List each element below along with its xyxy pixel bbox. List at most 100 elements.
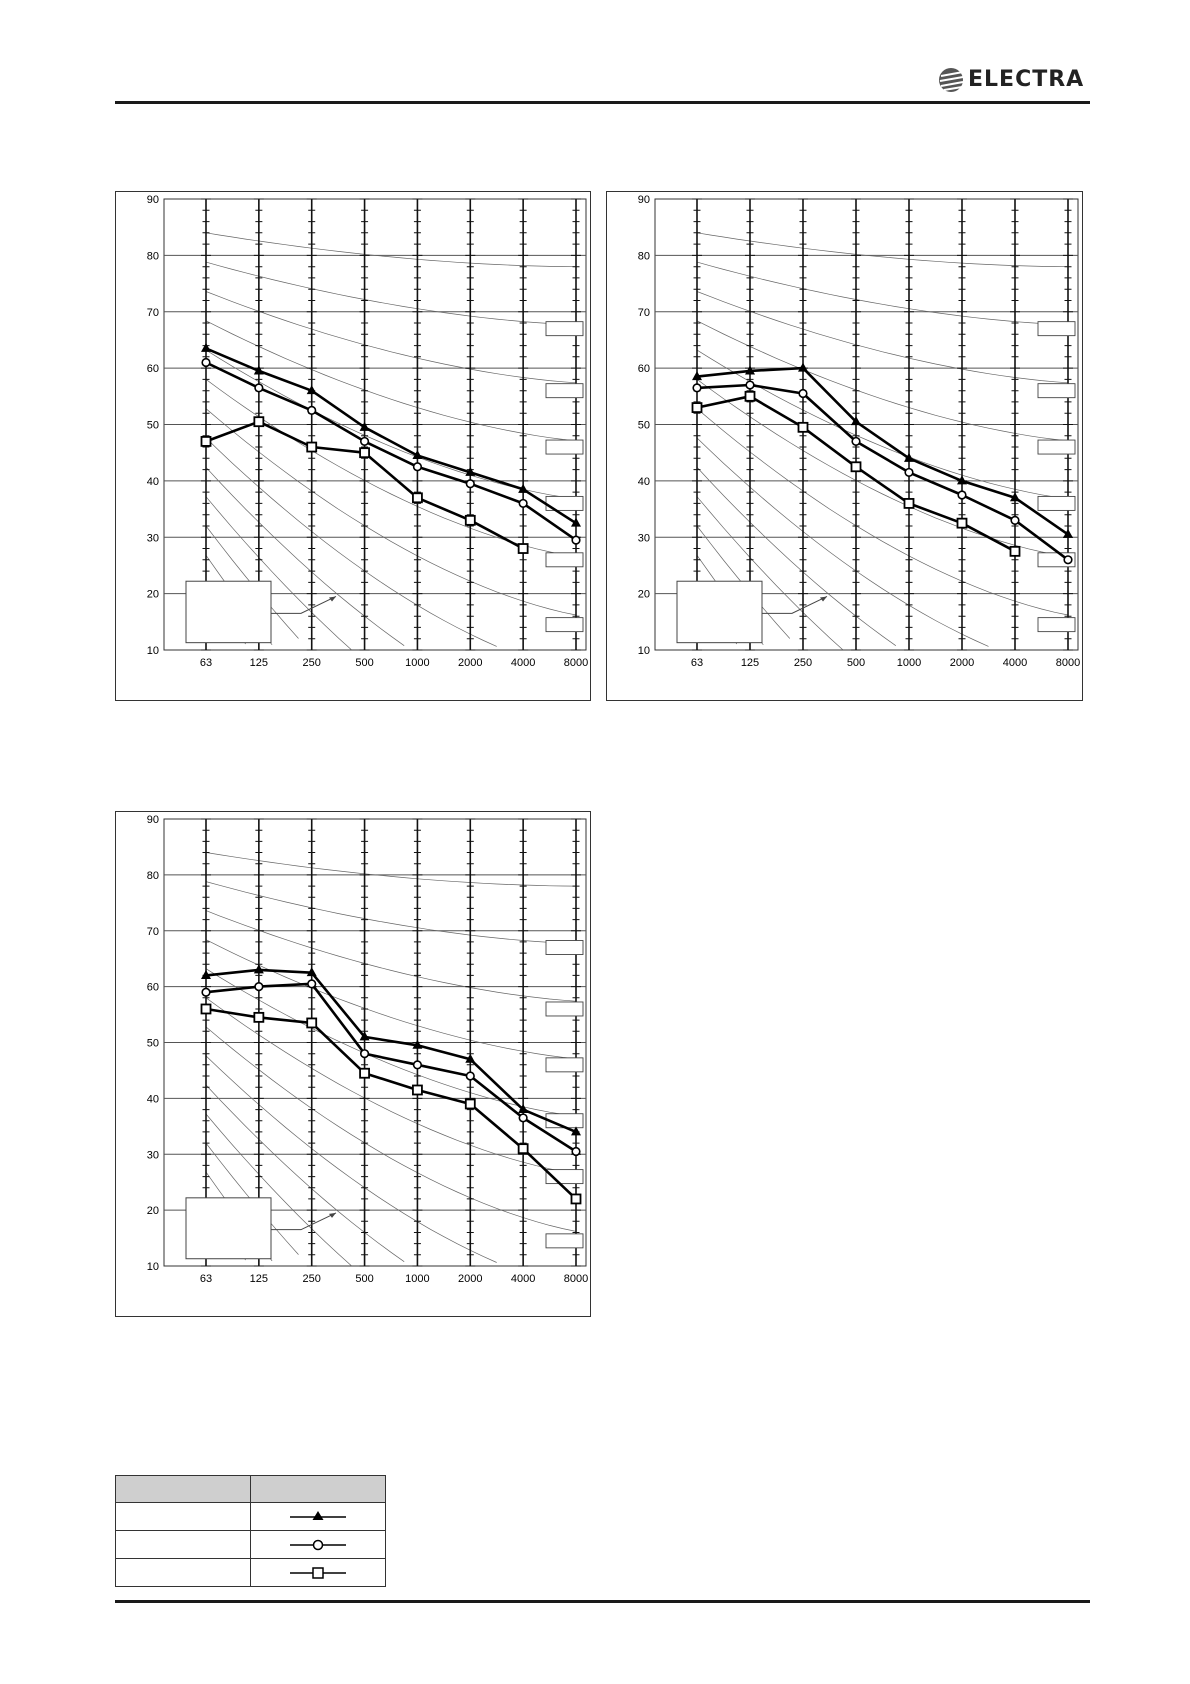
legend-row-label: [115, 1530, 251, 1559]
y-tick-label: 70: [147, 307, 159, 319]
nr-reference-curve: [205, 968, 577, 1117]
annotation-box: [676, 580, 763, 644]
nr-reference-curve: [205, 1084, 405, 1262]
circle-data-point: [798, 388, 808, 399]
y-tick-label: 80: [638, 250, 650, 262]
nr-label-box: [1037, 321, 1076, 337]
x-tick-label: 500: [847, 657, 865, 669]
y-tick-label: 40: [147, 1093, 159, 1105]
legend-triangle-marker-icon: [290, 1510, 346, 1520]
triangle-data-point: [851, 416, 861, 426]
frequency-scale-ticks: [1063, 198, 1073, 651]
nr-reference-curve: [205, 1026, 577, 1232]
frequency-scale-ticks: [904, 198, 914, 651]
series-line: [205, 982, 577, 1153]
x-tick-label: 1000: [897, 657, 921, 669]
nr-label-box: [545, 439, 584, 455]
legend-table: [115, 1475, 386, 1587]
annotation-arrowhead: [820, 596, 827, 602]
y-tick-label: 30: [147, 1149, 159, 1161]
y-tick-label: 50: [147, 420, 159, 432]
y-tick-label: 60: [147, 363, 159, 375]
nr-reference-curve: [205, 881, 577, 944]
nr-reference-curve: [205, 1113, 352, 1267]
circle-data-point: [692, 383, 702, 393]
triangle-data-point: [957, 475, 967, 485]
triangle-data-point: [201, 342, 211, 352]
square-data-point: [359, 447, 370, 459]
circle-data-point: [307, 979, 317, 989]
frequency-scale-ticks: [571, 198, 581, 651]
x-tick-label: 250: [303, 1273, 321, 1285]
y-tick-label: 20: [147, 589, 159, 601]
triangle-data-point: [904, 452, 914, 462]
annotation-box: [185, 1197, 272, 1260]
triangle-data-point: [253, 964, 264, 974]
circle-data-point: [518, 498, 528, 509]
circle-data-point: [307, 405, 317, 416]
x-tick-label: 2000: [950, 657, 974, 669]
nr-label-box: [545, 1057, 584, 1073]
circle-data-point: [571, 535, 581, 545]
square-data-point: [253, 1011, 265, 1023]
square-data-point: [359, 1067, 370, 1079]
nr-label-box: [1037, 439, 1076, 455]
triangle-data-point: [571, 1126, 581, 1136]
nr-reference-curve: [205, 437, 497, 647]
noise-chart-2: 90 80 70 60 50 40 30 20 10 63 125 250 500 1000 2000 400…: [606, 191, 1083, 701]
frequency-scale-ticks: [359, 198, 370, 651]
nr-label-box: [545, 1233, 584, 1249]
x-tick-label: 8000: [564, 657, 588, 669]
series-line: [696, 366, 1069, 536]
y-tick-label: 60: [638, 363, 650, 375]
triangle-data-point: [465, 1053, 476, 1063]
triangle-data-point: [745, 365, 755, 375]
nr-reference-curve: [205, 379, 577, 558]
x-tick-label: 63: [200, 1273, 212, 1285]
legend-row-symbol: [250, 1530, 386, 1559]
nr-label-box: [545, 383, 584, 399]
nr-reference-curve: [205, 261, 577, 326]
circle-data-point: [359, 1049, 370, 1059]
square-data-point: [412, 492, 423, 504]
header-rule: [115, 101, 1090, 104]
x-tick-label: 500: [355, 657, 373, 669]
triangle-data-point: [306, 967, 317, 977]
y-tick-label: 90: [147, 814, 159, 826]
triangle-data-point: [571, 517, 581, 527]
x-tick-label: 125: [250, 657, 268, 669]
square-data-point: [1009, 545, 1021, 557]
frequency-scale-ticks: [798, 198, 808, 651]
series-line: [696, 383, 1069, 561]
circle-data-point: [254, 982, 264, 992]
noise-chart-1: 90 80 70 60 50 40 30 20 10 63 125 250 500 1000 2000 400…: [115, 191, 591, 701]
frequency-scale-ticks: [518, 818, 529, 1267]
triangle-data-point: [253, 365, 264, 375]
nr-reference-curve: [205, 496, 352, 651]
x-tick-label: 250: [303, 657, 321, 669]
nr-label-box: [545, 617, 584, 633]
circle-data-point: [745, 380, 755, 390]
frequency-scale-ticks: [412, 198, 423, 651]
brand-logo: ELECTRA: [938, 66, 1093, 94]
nr-reference-curve: [205, 1055, 497, 1263]
nr-reference-curve: [696, 379, 1069, 558]
circle-data-point: [359, 436, 370, 447]
y-tick-label: 70: [638, 307, 650, 319]
triangle-data-point: [465, 466, 476, 476]
square-data-point: [306, 1017, 318, 1029]
circle-data-point: [957, 490, 967, 500]
triangle-data-point: [359, 421, 370, 431]
nr-reference-curve: [696, 408, 1069, 616]
noise-chart-3-svg: 90 80 70 60 50 40 30 20 10 63 125 250 500 1000 2000 400…: [147, 814, 588, 1285]
nr-label-box: [545, 552, 584, 568]
circle-data-point: [904, 467, 914, 478]
frequency-scale-ticks: [1010, 198, 1020, 651]
x-tick-label: 250: [794, 657, 812, 669]
nr-reference-curve: [696, 437, 989, 647]
square-data-point: [200, 1003, 212, 1015]
nr-reference-curve: [696, 261, 1069, 326]
series-line: [205, 347, 577, 525]
circle-data-point: [412, 1060, 423, 1070]
noise-chart-2-svg: 90 80 70 60 50 40 30 20 10 63 125 250 500 1000 2000 400…: [638, 194, 1080, 669]
